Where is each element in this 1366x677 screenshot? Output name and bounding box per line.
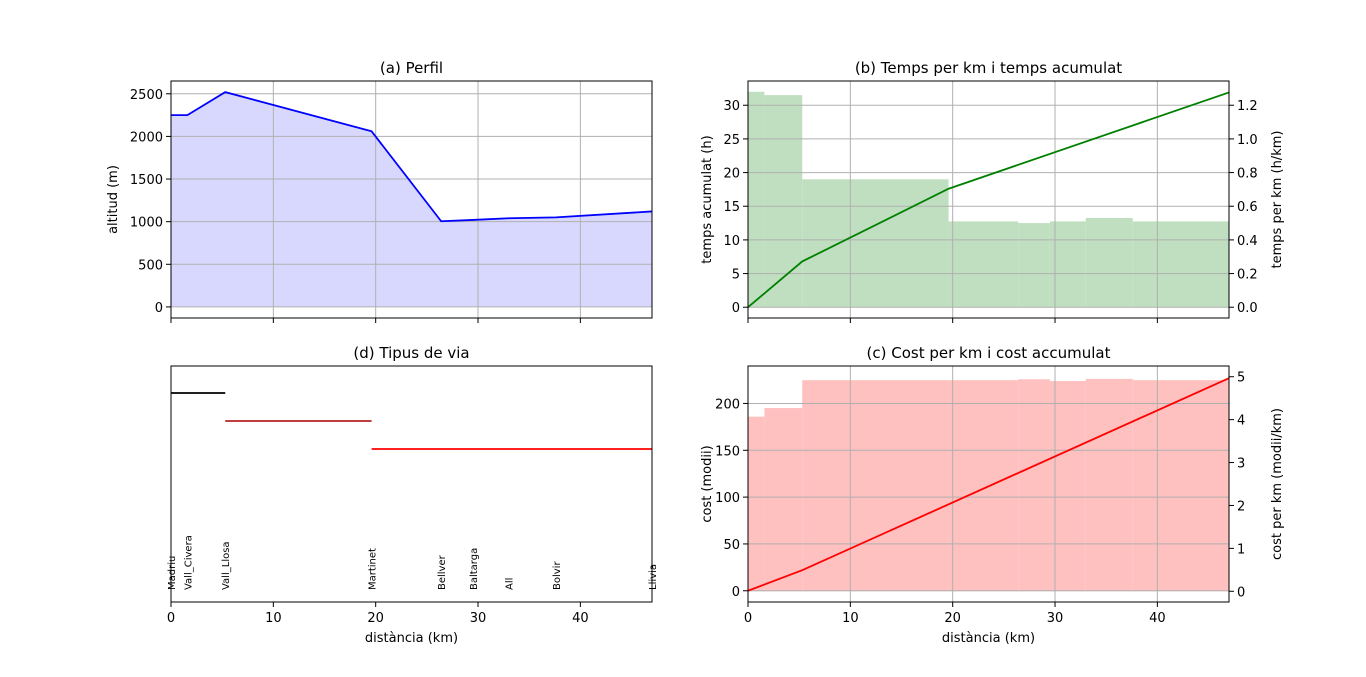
- axes-frame: [747, 365, 1230, 603]
- y-tick-label-right: 4: [1237, 414, 1245, 429]
- x-tick-label: 0: [744, 611, 752, 626]
- cumulative-line: [747, 377, 1230, 592]
- town-label: Bellver: [437, 554, 448, 590]
- profile-line: [171, 91, 653, 223]
- town-label: Bolvir: [552, 561, 563, 590]
- y-tick-label: 25: [723, 133, 740, 148]
- town-label: Llivia: [648, 564, 659, 590]
- cumulative-line: [747, 91, 1230, 308]
- panel-d: (d) Tipus de via Madriu Vall_Civera Vall_Ll…: [167, 344, 659, 646]
- y-tick-label: 0: [155, 301, 163, 316]
- bar: [1049, 381, 1086, 592]
- x-tick-label: 20: [944, 611, 961, 626]
- bar: [1132, 380, 1229, 592]
- y-tick-label-right: 1.0: [1237, 133, 1258, 148]
- y-tick-label: 200: [715, 397, 740, 412]
- axes-frame: [747, 80, 1230, 319]
- y-tick-label: 2000: [130, 130, 163, 145]
- y-tick-label: 2500: [130, 88, 163, 103]
- bar: [748, 416, 765, 592]
- bar: [1018, 223, 1050, 308]
- chart-title: (c) Cost per km i cost accumulat: [867, 344, 1111, 362]
- x-tick-label: 10: [842, 611, 859, 626]
- bar: [802, 380, 949, 592]
- y-tick-label-right: 2: [1237, 499, 1245, 514]
- y-tick-label-right: 0.6: [1237, 200, 1258, 215]
- bar: [1085, 218, 1133, 308]
- y-tick-label: 1500: [130, 173, 163, 188]
- bar: [1049, 221, 1086, 308]
- y-tick-label: 15: [723, 200, 740, 215]
- y-tick-label: 150: [715, 444, 740, 459]
- y-axis-label: temps acumulat (h): [700, 135, 715, 263]
- bar: [764, 95, 803, 308]
- town-label: All: [505, 578, 516, 590]
- y-tick-label-right: 0.2: [1237, 268, 1258, 283]
- y-tick-label: 0: [732, 585, 740, 600]
- town-label: Vall_Civera: [183, 535, 194, 590]
- bar: [1085, 378, 1133, 592]
- y-tick-label: 1000: [130, 216, 163, 231]
- x-tick-label: 30: [470, 611, 487, 626]
- town-label: Martinet: [368, 548, 379, 590]
- y-tick-label-right: 1.2: [1237, 99, 1258, 114]
- y-tick-label-right: 0: [1237, 585, 1245, 600]
- y-tick-label-right: 0.0: [1237, 301, 1258, 316]
- bar: [764, 408, 803, 592]
- town-label: Madriu: [167, 556, 178, 590]
- bar: [948, 221, 1019, 308]
- area-fill: [171, 92, 652, 307]
- y-tick-label: 100: [715, 491, 740, 506]
- chart-title: (a) Perfil: [380, 59, 443, 77]
- y-tick-label-right: 0.8: [1237, 167, 1258, 182]
- y-axis-label-right: cost per km (modii/km): [1270, 408, 1285, 560]
- panel-b: (b) Temps per km i temps acumulat 0 5 10 15 2…: [700, 59, 1285, 323]
- axes-frame: [170, 365, 653, 603]
- axes-frame: [170, 80, 653, 319]
- y-tick-label-right: 0.4: [1237, 234, 1258, 249]
- y-tick-label: 500: [138, 258, 163, 273]
- panel-a: (a) Perfil 0 500 1000 1500 2000 2500 altitud (m…: [106, 59, 653, 323]
- town-label: Baltarga: [469, 548, 480, 590]
- y-tick-label: 0: [732, 301, 740, 316]
- x-tick-label: 0: [167, 611, 175, 626]
- x-tick-label: 40: [572, 611, 589, 626]
- y-tick-label-right: 1: [1237, 542, 1245, 557]
- y-tick-label: 50: [723, 538, 740, 553]
- x-axis-label: distància (km): [365, 631, 458, 646]
- y-axis-label: cost (modii): [700, 445, 715, 522]
- y-axis-label: altitud (m): [106, 165, 121, 234]
- y-tick-label-right: 3: [1237, 457, 1245, 472]
- chart-title: (d) Tipus de via: [353, 344, 469, 362]
- x-tick-label: 40: [1149, 611, 1166, 626]
- bar: [948, 380, 1019, 592]
- chart-title: (b) Temps per km i temps acumulat: [855, 59, 1122, 77]
- x-tick-label: 10: [265, 611, 282, 626]
- y-tick-label: 5: [732, 268, 740, 283]
- y-axis-label-right: temps per km (h/km): [1270, 131, 1285, 269]
- y-tick-label: 30: [723, 99, 740, 114]
- y-tick-label: 10: [723, 234, 740, 249]
- x-axis-label: distància (km): [942, 631, 1035, 646]
- bar: [802, 179, 949, 308]
- town-label: Vall_Llosa: [221, 541, 232, 590]
- bar: [1132, 221, 1229, 308]
- y-tick-label-right: 5: [1237, 371, 1245, 386]
- x-tick-label: 30: [1047, 611, 1064, 626]
- bar: [1018, 379, 1050, 592]
- bar: [748, 91, 765, 308]
- y-tick-label: 20: [723, 167, 740, 182]
- x-tick-label: 20: [367, 611, 384, 626]
